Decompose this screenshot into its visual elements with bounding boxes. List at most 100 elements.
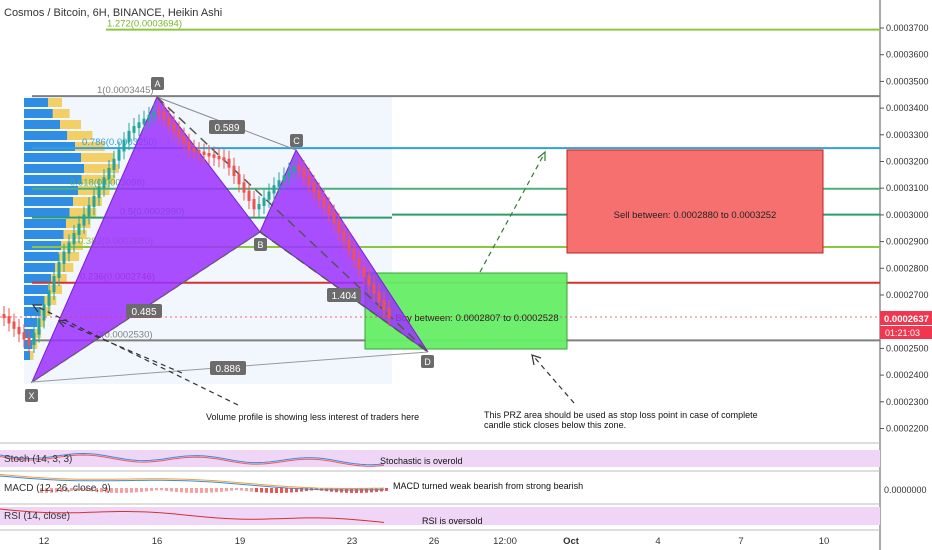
volume-bar-down [67,131,93,140]
candle-body [2,314,6,319]
price-axis[interactable]: 0.0003700 0.0003600 0.0003500 0.0003400 0.00… [880,23,929,434]
candle-body [352,248,356,260]
candle-body [107,168,111,180]
current-price-badge[interactable]: 0.0002637 01:21:03 [880,311,932,339]
volume-arrow-1-head [31,304,42,313]
candle-body [307,175,311,186]
macd-hist-bar [355,488,358,493]
candle-body [222,157,226,161]
candle-body [357,258,361,270]
candle-body [377,291,381,302]
price-tick-label: 0.0002500 [886,343,929,353]
volume-bar-down [60,120,81,129]
rsi-note: RSI is oversold [422,516,483,526]
candle-body [367,275,371,286]
volume-arrow-1 [35,305,239,406]
candle-body [247,190,251,201]
macd-pane[interactable]: MACD (12, 26, close, 9) MACD turned weak… [0,470,927,495]
candle-body [332,212,336,224]
candle-body [152,111,156,117]
candle-body [342,230,346,242]
volume-bar-up [24,164,84,173]
macd-hist-bar [240,488,243,491]
macd-hist-bar [210,488,213,493]
fib-label: 1.272(0.0003694) [107,19,182,30]
countdown-box [880,326,932,339]
candle-body [192,147,196,153]
macd-hist-bar [285,488,288,493]
ratio-ac: 0.589 [214,123,239,134]
volume-bar-up [24,153,81,162]
macd-hist-bar [130,488,133,493]
candle-body [67,242,71,254]
sell-zone[interactable]: Sell between: 0.0002880 to 0.0003252 [566,149,824,254]
candle-body [252,199,256,210]
pattern-point-labels: X A B C D [25,77,434,402]
macd-hist-bar [160,488,163,491]
annotation-arrows [31,150,575,406]
point-box-a [151,77,164,90]
target-arrow-head [537,150,546,161]
point-box-b [254,238,267,251]
volume-bar-up [24,219,66,228]
macd-hist-bar [265,488,268,493]
time-label: 19 [235,536,246,547]
target-arrow-line [479,155,544,273]
stoch-pane[interactable]: Stoch (14, 3, 3) Stochastic is overold [0,442,880,467]
time-axis[interactable]: 12 16 19 23 26 12:00 Oct 4 7 10 [39,536,830,547]
time-label: 16 [152,536,163,547]
volume-bar-down [40,307,51,316]
candle-body [72,233,76,245]
macd-note: MACD turned weak bearish from strong bea… [393,481,583,491]
candle-body [47,290,51,307]
macd-hist-bar [170,488,173,492]
volume-bar-up [24,120,60,129]
macd-hist-bar [60,488,63,493]
rsi-band [0,507,880,525]
volume-bar-down [69,208,97,217]
candle-body [362,267,366,278]
candle-body [212,154,216,158]
volume-bar-up [24,230,64,239]
price-tick-label: 0.0003600 [886,50,929,60]
current-price-label: 0.0002637 [884,314,929,325]
time-label: 4 [655,536,660,547]
volume-bar-down [48,98,62,107]
volume-bar-down [81,175,116,184]
volume-bar-up [24,208,70,217]
volume-annotation: Volume profile is showing less interest … [206,412,419,422]
candle-body [32,332,36,345]
macd-hist-bar [255,488,258,493]
candle-body [237,174,241,185]
ratio-xd: 0.886 [215,364,240,375]
prz-arrow-head [531,354,542,366]
candle-body [347,239,351,251]
stoch-band [0,450,880,467]
macd-hist-bar [150,488,153,491]
macd-signal-line [0,474,385,489]
point-box-c [290,134,303,147]
time-label: 12:00 [493,536,517,547]
macd-hist-bar [190,488,193,493]
rsi-pane[interactable]: RSI (14, close) RSI is oversold [0,503,880,526]
macd-hist-bar [360,488,363,493]
sell-zone-rect[interactable] [566,149,824,254]
stoch-label: Stoch (14, 3, 3) [4,454,72,465]
volume-bar-up [24,296,45,305]
macd-hist-bar [225,488,228,492]
macd-hist-bar [155,488,158,491]
candle-body [382,299,386,310]
macd-hist-bar [165,488,168,491]
bd-dashed-line [259,231,429,353]
stoch-k-line [0,452,385,466]
candle-body [297,165,301,171]
volume-bar-up [24,351,30,360]
candle-body [337,221,341,233]
ad-dashed-line [156,96,429,353]
volume-bar-down [52,109,70,118]
candle-body [272,185,276,194]
macd-hist-bar [110,488,113,493]
macd-hist-bar [105,488,108,493]
candle-body [7,316,11,324]
